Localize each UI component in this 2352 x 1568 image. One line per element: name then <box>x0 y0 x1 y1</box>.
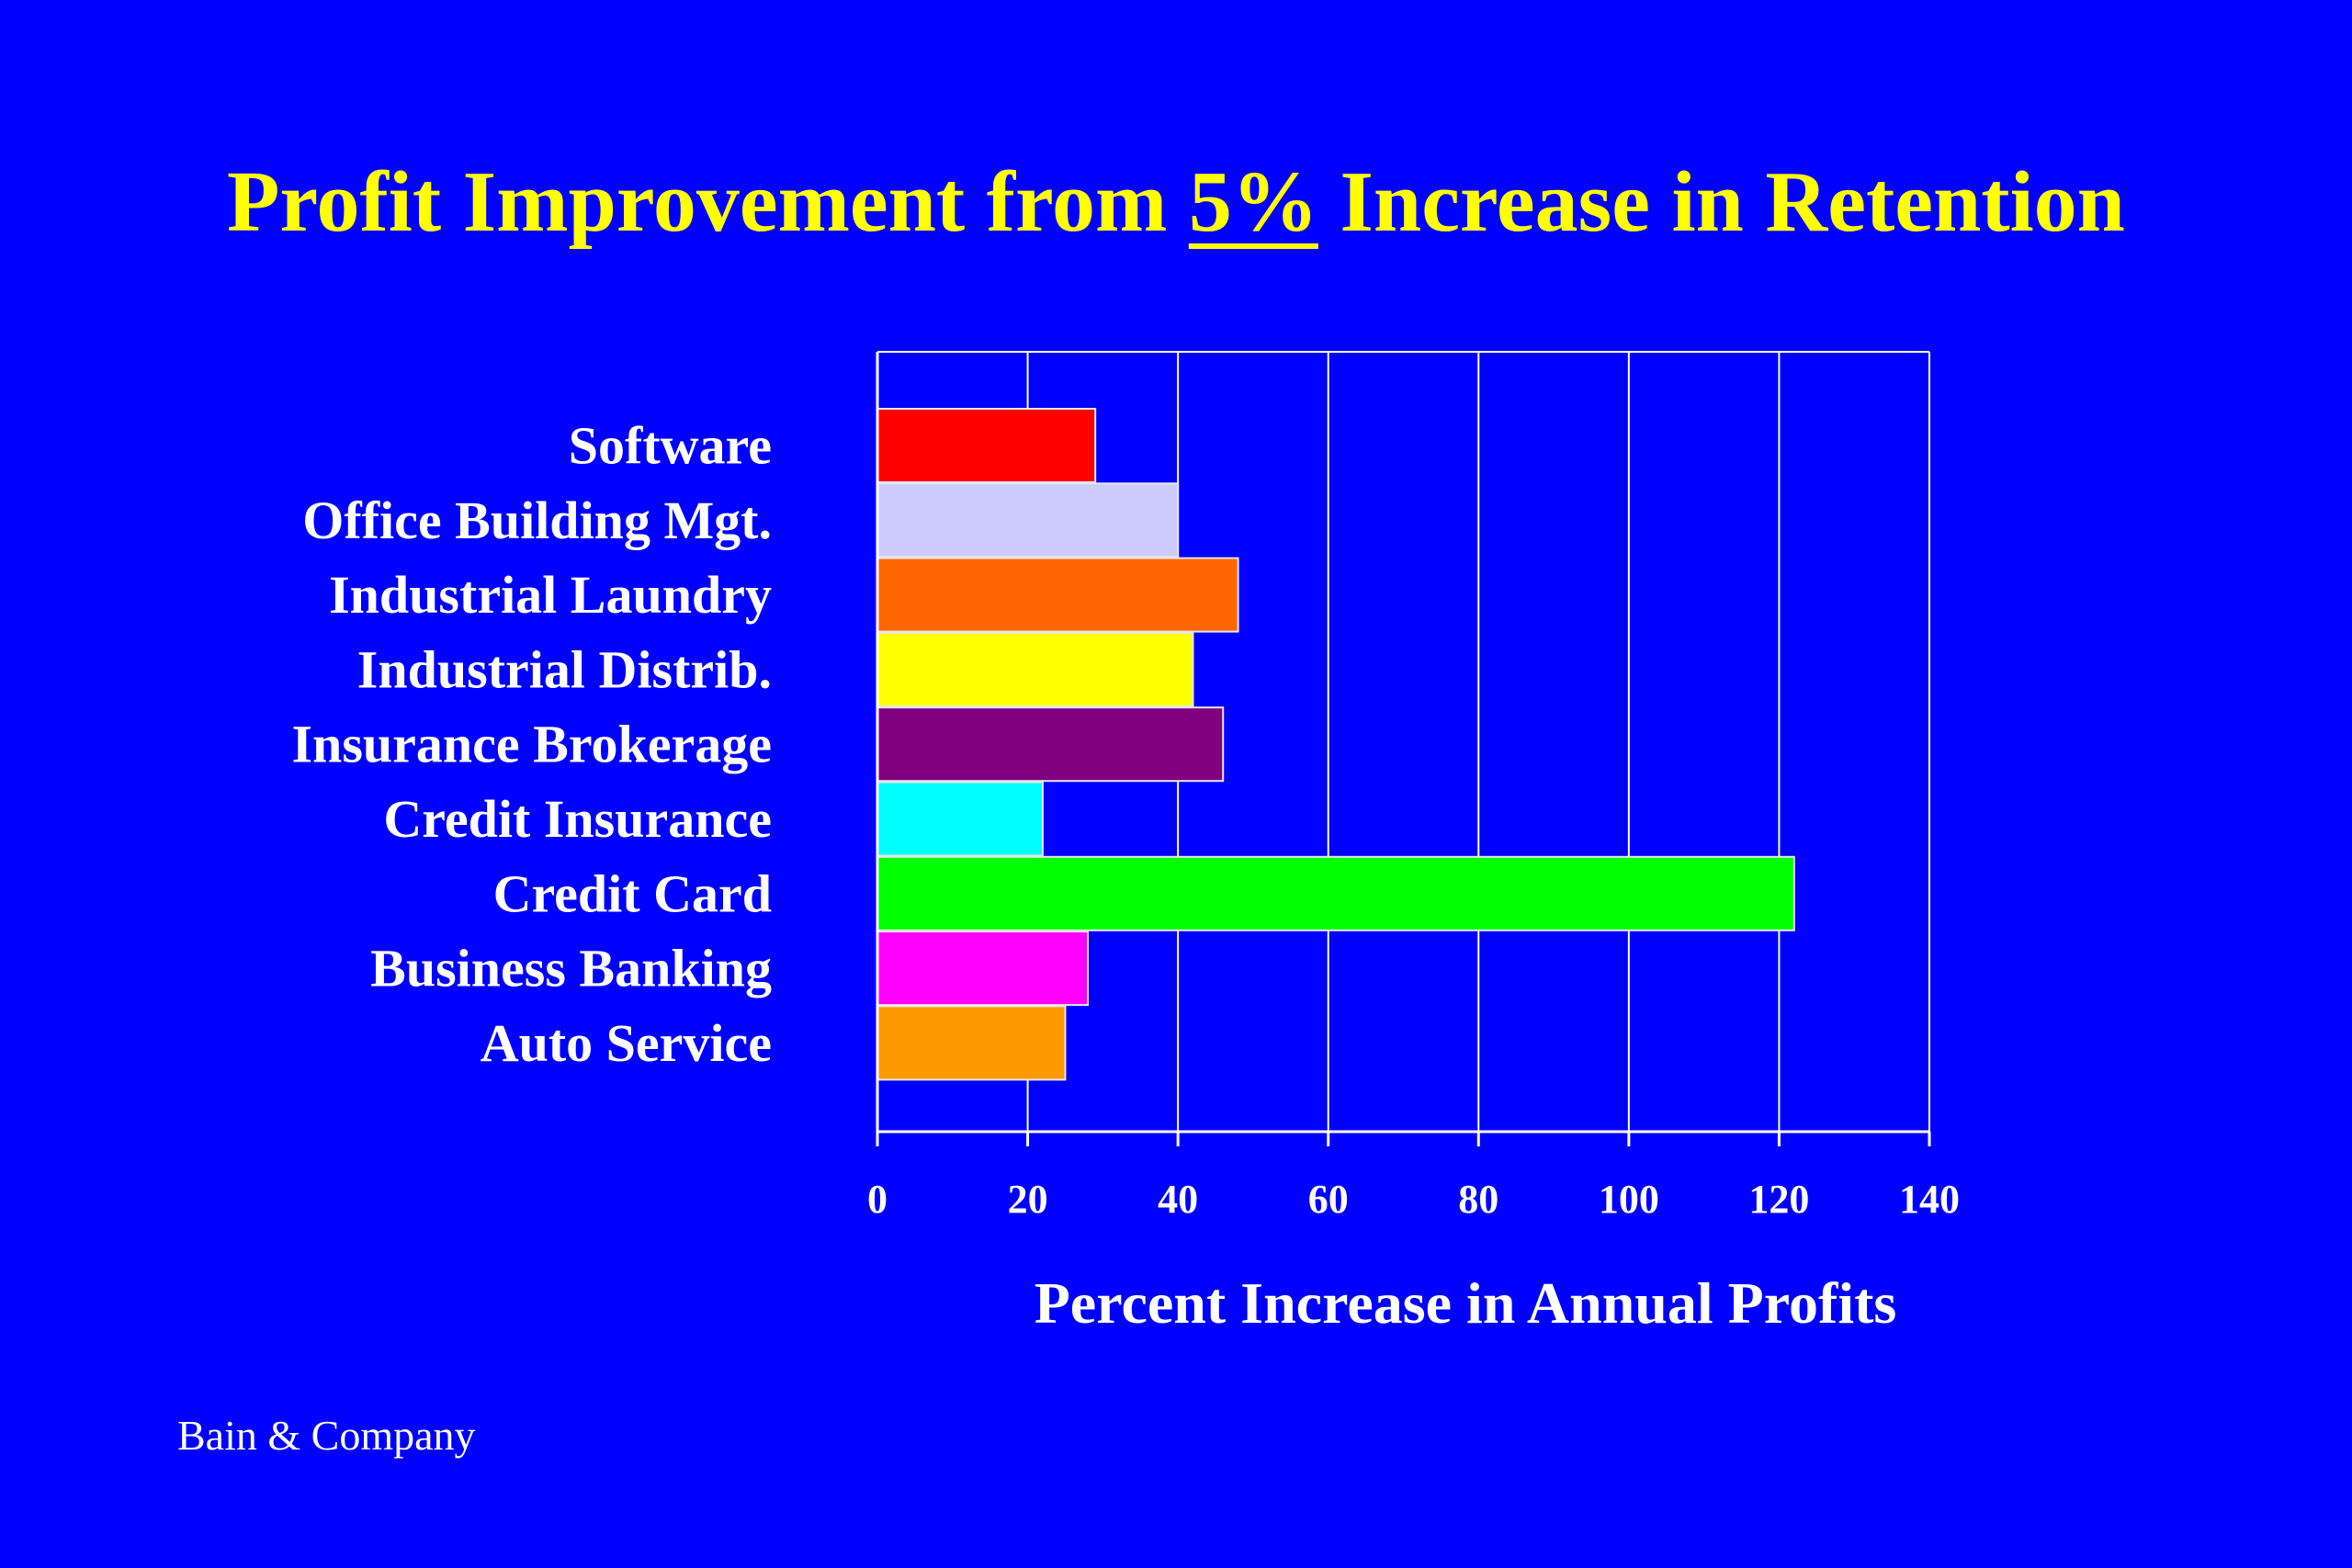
x-tick-label-6: 120 <box>1748 1177 1809 1222</box>
category-label-5: Credit Insurance <box>383 789 772 849</box>
category-label-3: Industrial Distrib. <box>357 639 772 699</box>
x-tick-label-3: 60 <box>1308 1177 1349 1222</box>
bar-3 <box>876 631 1194 707</box>
axis <box>876 352 1931 1146</box>
category-label-7: Business Banking <box>370 939 772 998</box>
bar-0 <box>876 408 1097 483</box>
bar-2 <box>876 557 1239 633</box>
x-tick-label-2: 40 <box>1158 1177 1198 1222</box>
tick-labels: 0 20 40 60 80 100 120 140 <box>867 1177 1960 1222</box>
source-credit: Bain & Company <box>177 1412 476 1459</box>
chart-title: Profit Improvement from 5% Increase in R… <box>0 147 2352 257</box>
bar-7 <box>876 931 1089 1007</box>
category-label-4: Insurance Brokerage <box>291 715 772 774</box>
x-tick-label-4: 80 <box>1458 1177 1498 1222</box>
bar-8 <box>876 1005 1067 1081</box>
x-axis-label: Percent Increase in Annual Profits <box>1035 1270 1897 1336</box>
category-labels: Software Office Building Mgt. Industrial L… <box>291 416 772 1073</box>
bar-1 <box>876 482 1180 558</box>
x-tick-label-0: 0 <box>867 1177 888 1222</box>
category-label-6: Credit Card <box>493 863 772 923</box>
x-tick-label-5: 100 <box>1599 1177 1659 1222</box>
title-text-end: Increase in Retention <box>1317 154 2125 250</box>
title-highlight: 5% <box>1188 154 1318 250</box>
title-text-start: Profit Improvement from <box>227 154 1189 250</box>
x-tick-label-7: 140 <box>1899 1177 1960 1222</box>
category-label-2: Industrial Laundry <box>329 565 772 625</box>
bar-4 <box>876 706 1225 783</box>
bars <box>876 408 1795 1081</box>
category-label-0: Software <box>569 416 772 476</box>
bar-5 <box>876 781 1044 857</box>
x-tick-label-1: 20 <box>1008 1177 1048 1222</box>
category-label-8: Auto Service <box>481 1013 772 1073</box>
category-label-1: Office Building Mgt. <box>302 491 772 550</box>
bar-6 <box>876 855 1795 931</box>
